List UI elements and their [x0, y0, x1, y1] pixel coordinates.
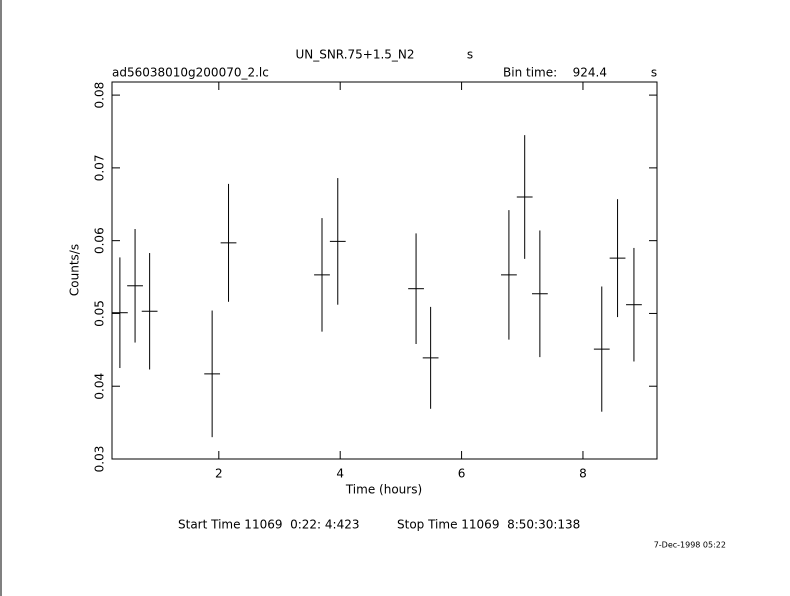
y-tick-label: 0.08: [93, 82, 107, 109]
subtitle: ad56038010g200070_2.lc: [112, 66, 269, 80]
y-tick-label: 0.05: [93, 300, 107, 327]
bin-time: 924.4: [573, 66, 607, 80]
x-axis-label: Time (hours): [345, 483, 422, 497]
y-tick-label: 0.03: [93, 446, 107, 473]
x-tick-label: 2: [215, 467, 223, 481]
stop-time: Stop Time 11069 8:50:30:138: [397, 518, 580, 532]
chart-title: UN_SNR.75+1.5_N2: [295, 48, 414, 62]
y-tick-label: 0.07: [93, 155, 107, 182]
title-unit: s: [467, 48, 473, 62]
y-tick-label: 0.06: [93, 227, 107, 254]
x-tick-label: 4: [336, 467, 344, 481]
start-time: Start Time 11069 0:22: 4:423: [178, 518, 360, 532]
y-tick-label: 0.04: [93, 373, 107, 400]
y-axis-label: Counts/s: [68, 244, 82, 296]
date-stamp: 7-Dec-1998 05:22: [654, 541, 726, 550]
plot-frame: [111, 81, 658, 460]
x-tick-label: 8: [579, 467, 587, 481]
bin-time-label: Bin time:: [503, 66, 557, 80]
x-tick-label: 6: [458, 467, 466, 481]
bin-time-unit: s: [651, 66, 657, 80]
